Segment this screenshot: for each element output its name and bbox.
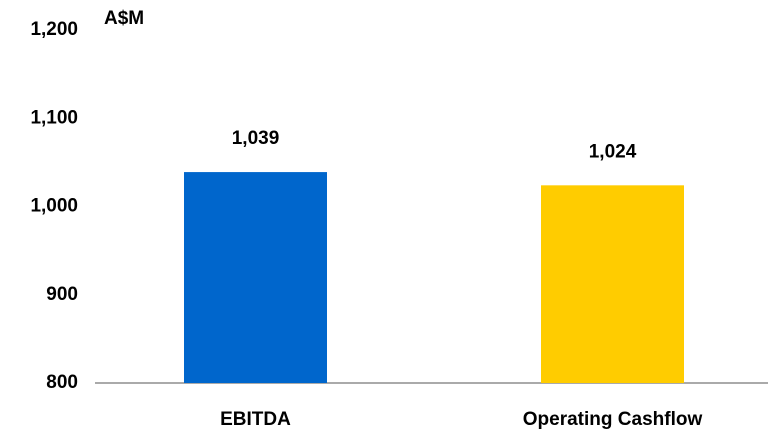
data-label: 1,024: [589, 141, 637, 162]
y-axis-label: A$M: [104, 8, 144, 29]
x-tick-label: Operating Cashflow: [523, 409, 703, 430]
y-tick-label: 800: [46, 372, 78, 393]
data-label: 1,039: [232, 128, 280, 149]
y-tick-label: 1,200: [30, 19, 78, 40]
bar: [184, 172, 327, 383]
x-tick-label: EBITDA: [220, 409, 291, 430]
y-tick-label: 900: [46, 284, 78, 305]
y-tick-label: 1,100: [30, 107, 78, 128]
bar: [541, 185, 684, 383]
y-tick-label: 1,000: [30, 196, 78, 217]
